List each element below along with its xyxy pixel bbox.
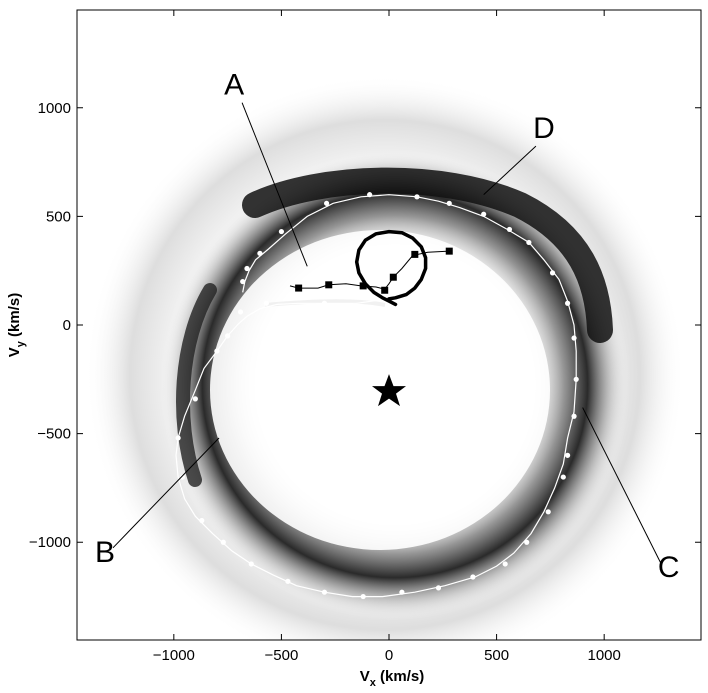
white-trajectory-dot <box>414 194 420 200</box>
x-tick-label: 500 <box>484 647 509 664</box>
series-layer <box>175 192 579 600</box>
white-trajectory-dot <box>506 226 513 233</box>
white-trajectory-dot <box>321 589 328 595</box>
density-field <box>85 75 685 640</box>
annotation-leader-c <box>582 407 662 564</box>
black-square-marker <box>295 284 303 292</box>
white-trajectory-dot <box>285 578 291 584</box>
white-trajectory-dot <box>321 300 328 306</box>
black-square-marker <box>389 273 397 281</box>
y-tick-label: 500 <box>46 208 71 225</box>
white-trajectory-dot <box>220 539 226 545</box>
white-trajectory-dot <box>175 435 181 441</box>
white-trajectory-dot <box>524 539 530 545</box>
white-trajectory-dot <box>573 376 579 382</box>
annotation-leader-d <box>483 145 537 196</box>
star-icon <box>372 374 406 407</box>
y-tick-label: −1000 <box>29 534 71 551</box>
thick-black-loop <box>354 229 428 307</box>
x-tick-label: −500 <box>265 647 299 664</box>
white-trajectory-dot <box>564 300 571 306</box>
white-trajectory-dot <box>257 250 263 256</box>
white-trajectory-dot <box>225 333 231 339</box>
white-trajectory-dot <box>367 192 373 198</box>
x-axis-label: Vx (km/s) <box>360 668 425 689</box>
annotation-label-d: D <box>533 112 555 145</box>
white-trajectory-dot <box>399 589 405 595</box>
white-trajectory-dot <box>278 228 285 235</box>
x-tick-label: 0 <box>385 647 393 664</box>
annotation-label-a: A <box>224 69 244 102</box>
black-square-marker <box>359 282 367 290</box>
white-trajectory-dot <box>571 335 577 341</box>
white-trajectory-dot <box>214 348 220 354</box>
white-trajectory-dot <box>240 278 246 285</box>
white-trajectory-dot <box>564 452 571 458</box>
dark-upper-arc <box>242 167 613 343</box>
white-trajectory-dot <box>263 300 269 306</box>
white-trajectory-dot <box>446 200 452 206</box>
white-trajectory-line <box>175 194 577 598</box>
annotation-layer: A D B C <box>95 69 680 584</box>
x-tick-label: −1000 <box>153 647 195 664</box>
white-trajectory-dot <box>237 309 244 315</box>
tick-layer: −1000 −500 0 500 1000 1000 500 0 −500 −1000 <box>29 10 701 664</box>
black-trajectory-line <box>289 250 450 290</box>
white-trajectory-dot <box>199 517 205 524</box>
white-trajectory-dot <box>248 561 254 567</box>
white-trajectory-dot <box>545 509 551 515</box>
white-trajectory-dot <box>502 561 508 567</box>
white-trajectory-dot <box>560 474 566 480</box>
x-tick-label: 1000 <box>587 647 620 664</box>
white-trajectory-dot <box>435 585 442 591</box>
white-trajectory-dot <box>179 474 186 480</box>
black-square-marker <box>445 247 453 255</box>
white-trajectory-dot <box>571 413 577 419</box>
y-tick-label: −500 <box>37 426 71 443</box>
annotation-label-c: C <box>658 551 680 584</box>
y-tick-label: 0 <box>63 317 71 334</box>
black-square-marker <box>381 286 389 294</box>
dark-left-arc <box>176 283 217 487</box>
annotation-label-b: B <box>95 536 115 569</box>
annotation-leader-a <box>241 102 308 267</box>
white-trajectory-dot <box>526 239 532 246</box>
white-trajectory-dot <box>244 265 250 272</box>
black-square-marker <box>411 250 419 258</box>
white-trajectory-dot <box>360 593 366 600</box>
black-square-marker <box>325 281 333 289</box>
white-trajectory-dot <box>481 211 487 217</box>
y-axis-label: Vy (km/s) <box>6 293 27 358</box>
annotation-leader-b <box>112 437 220 549</box>
y-tick-label: 1000 <box>38 100 71 117</box>
white-trajectory-dot <box>470 574 476 580</box>
white-trajectory-dot <box>549 270 556 276</box>
white-trajectory-dot <box>324 200 330 206</box>
white-trajectory-dot <box>192 396 198 402</box>
